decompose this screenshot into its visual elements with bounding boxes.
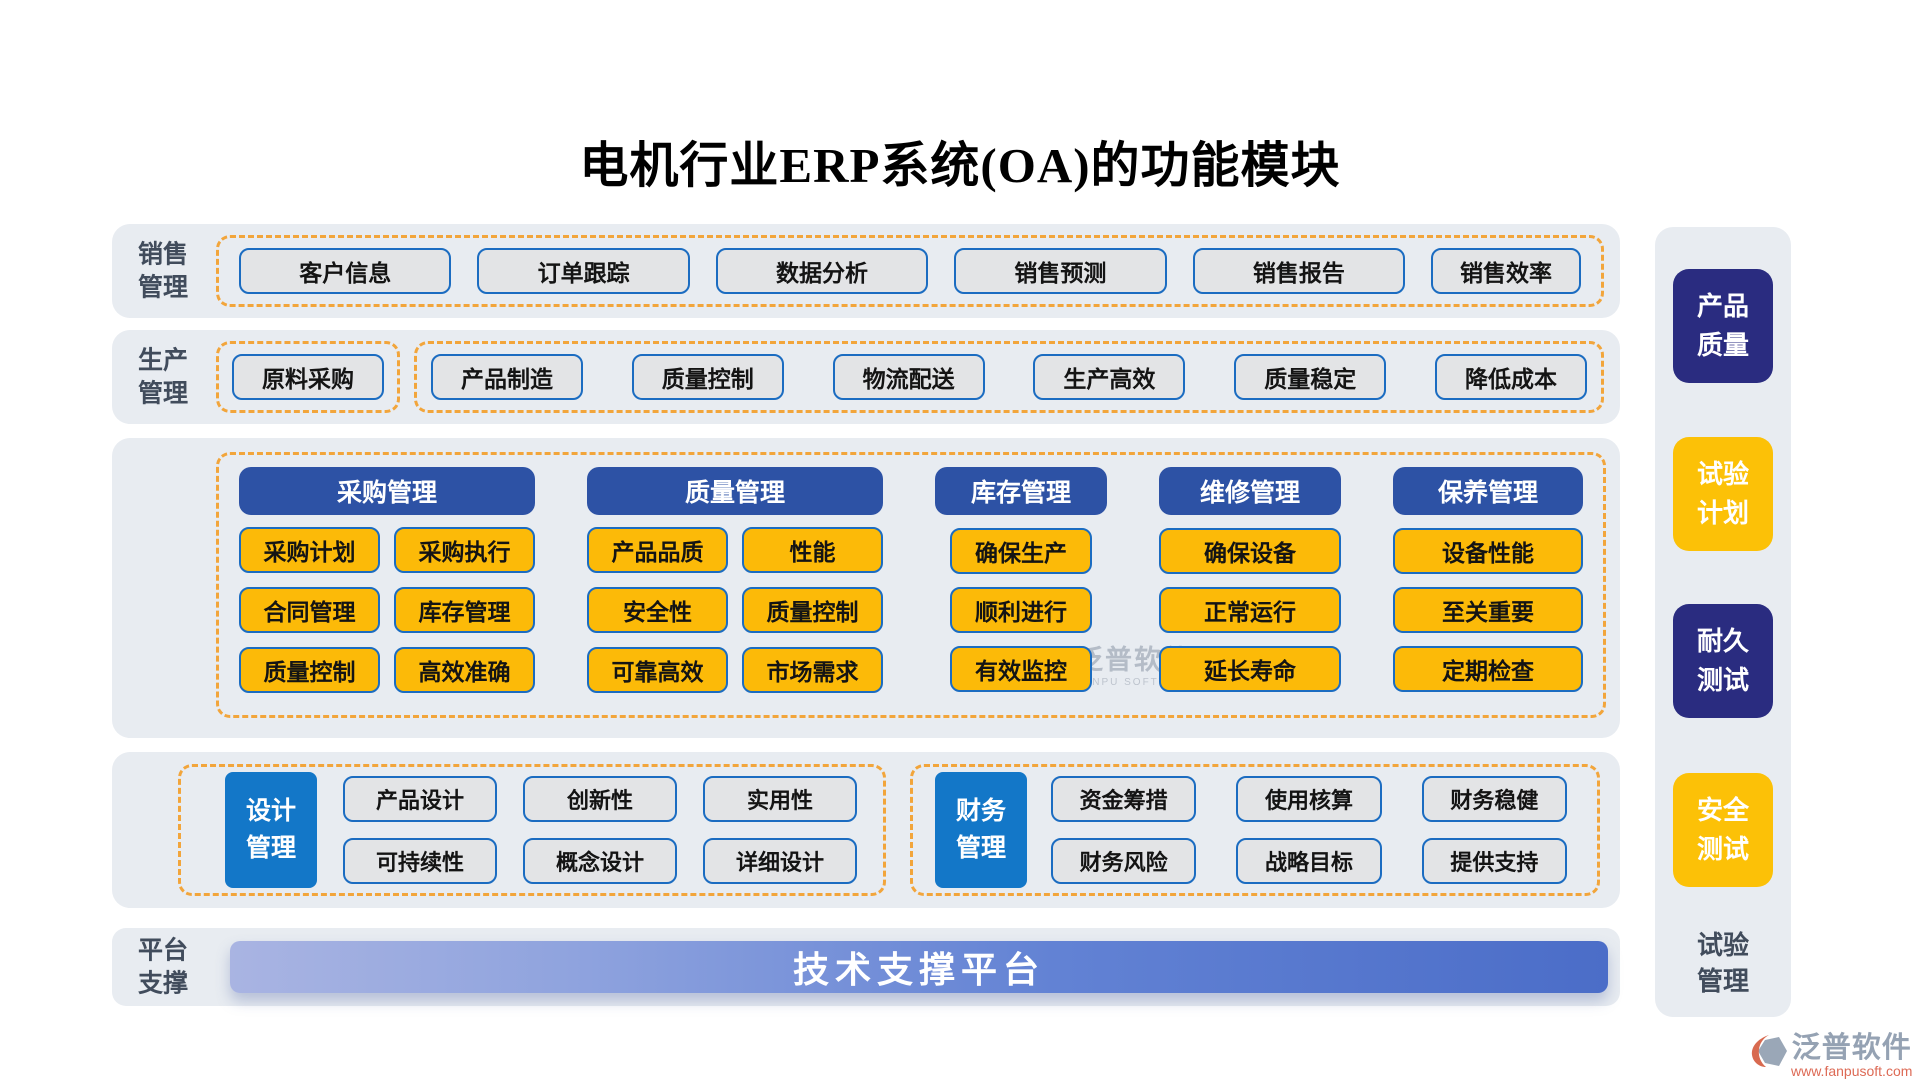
chip-financial-stability: 财务稳健 bbox=[1421, 776, 1567, 822]
purchase-management-column: 采购管理 采购计划 采购执行 合同管理 库存管理 质量控制 高效准确 bbox=[239, 467, 535, 703]
chip-quality-control: 质量控制 bbox=[742, 587, 883, 633]
platform-support-section: 平台 支撑 技术支撑平台 bbox=[112, 928, 1620, 1006]
chip-vital-importance: 至关重要 bbox=[1393, 587, 1583, 633]
inventory-management-header: 库存管理 bbox=[935, 467, 1107, 515]
chip-periodic-inspection: 定期检查 bbox=[1393, 646, 1583, 692]
production-modules-group: 产品制造 质量控制 物流配送 生产高效 质量稳定 降低成本 bbox=[414, 341, 1604, 413]
sales-modules-group: 客户信息 订单跟踪 数据分析 销售预测 销售报告 销售效率 bbox=[216, 235, 1604, 307]
chip-market-demand: 市场需求 bbox=[742, 647, 883, 693]
chip-purchase-execution: 采购执行 bbox=[394, 527, 535, 573]
design-management-group: 设计 管理 产品设计 创新性 实用性 可持续性 概念设计 详细设计 bbox=[178, 764, 886, 896]
chip-efficient-accurate: 高效准确 bbox=[394, 647, 535, 693]
chip-contract-management: 合同管理 bbox=[239, 587, 380, 633]
production-section-label: 生产 管理 bbox=[138, 346, 189, 408]
design-management-tag: 设计 管理 bbox=[225, 772, 317, 888]
sidebar-item-test-plan: 试验 计划 bbox=[1673, 437, 1773, 551]
sidebar-item-durability-test: 耐久 测试 bbox=[1673, 604, 1773, 718]
maintenance-management-column: 保养管理 设备性能 至关重要 定期检查 bbox=[1393, 467, 1583, 703]
purchase-management-header: 采购管理 bbox=[239, 467, 535, 515]
production-management-section: 生产 管理 原料采购 产品制造 质量控制 物流配送 生产高效 质量稳定 降低成本 bbox=[112, 330, 1620, 424]
chip-sales-report: 销售报告 bbox=[1192, 248, 1406, 294]
chip-purchase-plan: 采购计划 bbox=[239, 527, 380, 573]
chip-data-analysis: 数据分析 bbox=[715, 248, 929, 294]
raw-material-group: 原料采购 bbox=[216, 341, 400, 413]
chip-equipment-performance: 设备性能 bbox=[1393, 528, 1583, 574]
sidebar-item-safety-test: 安全 测试 bbox=[1673, 773, 1773, 887]
management-columns-section: 泛普软件 FANPU SOFTWARE 采购管理 采购计划 采购执行 合同管理 … bbox=[112, 438, 1620, 738]
chip-strategic-goals: 战略目标 bbox=[1236, 838, 1382, 884]
quality-management-column: 质量管理 产品品质 性能 安全性 质量控制 可靠高效 市场需求 bbox=[587, 467, 883, 703]
quality-management-header: 质量管理 bbox=[587, 467, 883, 515]
finance-management-tag: 财务 管理 bbox=[935, 772, 1027, 888]
chip-innovation: 创新性 bbox=[523, 776, 677, 822]
tech-support-platform-bar: 技术支撑平台 bbox=[230, 941, 1608, 993]
chip-logistics-delivery: 物流配送 bbox=[832, 354, 985, 400]
test-management-sidebar: 产品 质量 试验 计划 耐久 测试 安全 测试 试验 管理 bbox=[1655, 227, 1791, 1017]
chip-inventory-management: 库存管理 bbox=[394, 587, 535, 633]
chip-product-manufacturing: 产品制造 bbox=[431, 354, 583, 400]
chip-safety: 安全性 bbox=[587, 587, 728, 633]
chip-sustainability: 可持续性 bbox=[343, 838, 497, 884]
chip-reliable-efficient: 可靠高效 bbox=[587, 647, 728, 693]
chip-effective-monitoring: 有效监控 bbox=[950, 646, 1092, 692]
chip-product-design: 产品设计 bbox=[343, 776, 497, 822]
chip-quality-control: 质量控制 bbox=[239, 647, 380, 693]
chip-provide-support: 提供支持 bbox=[1421, 838, 1567, 884]
watermark-subtext: FANPU SOFTWARE bbox=[1076, 677, 1197, 688]
chip-cost-reduction: 降低成本 bbox=[1434, 354, 1587, 400]
chip-financial-risk: 财务风险 bbox=[1051, 838, 1197, 884]
chip-customer-info: 客户信息 bbox=[239, 248, 452, 294]
chip-ensure-production: 确保生产 bbox=[950, 528, 1092, 574]
inventory-management-column: 库存管理 确保生产 顺利进行 有效监控 bbox=[935, 467, 1107, 703]
chip-practicality: 实用性 bbox=[703, 776, 857, 822]
chip-quality-control: 质量控制 bbox=[631, 354, 784, 400]
fanpu-logo-name: 泛普软件 bbox=[1791, 1032, 1912, 1064]
fanpu-logo-url: www.fanpusoft.com bbox=[1791, 1063, 1913, 1079]
chip-raw-material-purchase: 原料采购 bbox=[232, 354, 384, 400]
chip-concept-design: 概念设计 bbox=[523, 838, 677, 884]
chip-usage-accounting: 使用核算 bbox=[1236, 776, 1382, 822]
chip-product-quality: 产品品质 bbox=[587, 527, 728, 573]
platform-section-label: 平台 支撑 bbox=[138, 936, 189, 998]
management-columns-group: 采购管理 采购计划 采购执行 合同管理 库存管理 质量控制 高效准确 质量管理 … bbox=[216, 452, 1606, 718]
chip-normal-operation: 正常运行 bbox=[1159, 587, 1341, 633]
chip-production-efficiency: 生产高效 bbox=[1033, 354, 1186, 400]
chip-detailed-design: 详细设计 bbox=[703, 838, 857, 884]
sidebar-item-test-management: 试验 管理 bbox=[1696, 930, 1750, 997]
chip-sales-forecast: 销售预测 bbox=[954, 248, 1167, 294]
maintenance-management-header: 保养管理 bbox=[1393, 467, 1583, 515]
chip-performance: 性能 bbox=[742, 527, 883, 573]
fanpu-logo: 泛普软件 www.fanpusoft.com bbox=[1748, 1024, 1912, 1079]
chip-smooth-progress: 顺利进行 bbox=[950, 587, 1092, 633]
chip-sales-efficiency: 销售效率 bbox=[1431, 248, 1582, 294]
repair-management-header: 维修管理 bbox=[1159, 467, 1341, 515]
repair-management-column: 维修管理 确保设备 正常运行 延长寿命 bbox=[1159, 467, 1341, 703]
sales-section-label: 销售 管理 bbox=[138, 240, 189, 302]
chip-extend-lifespan: 延长寿命 bbox=[1159, 646, 1341, 692]
design-finance-section: 设计 管理 产品设计 创新性 实用性 可持续性 概念设计 详细设计 财务 管理 … bbox=[112, 752, 1620, 908]
chip-order-tracking: 订单跟踪 bbox=[477, 248, 690, 294]
chip-quality-stability: 质量稳定 bbox=[1234, 354, 1387, 400]
sales-management-section: 销售 管理 客户信息 订单跟踪 数据分析 销售预测 销售报告 销售效率 bbox=[112, 224, 1620, 318]
finance-management-group: 财务 管理 资金筹措 使用核算 财务稳健 财务风险 战略目标 提供支持 bbox=[910, 764, 1600, 896]
fanpu-logo-icon bbox=[1751, 1034, 1787, 1067]
diagram-title: 电机行业ERP系统(OA)的功能模块 bbox=[579, 138, 1341, 193]
chip-ensure-equipment: 确保设备 bbox=[1159, 528, 1341, 574]
sidebar-item-product-quality: 产品 质量 bbox=[1673, 269, 1773, 383]
chip-fund-raising: 资金筹措 bbox=[1051, 776, 1197, 822]
